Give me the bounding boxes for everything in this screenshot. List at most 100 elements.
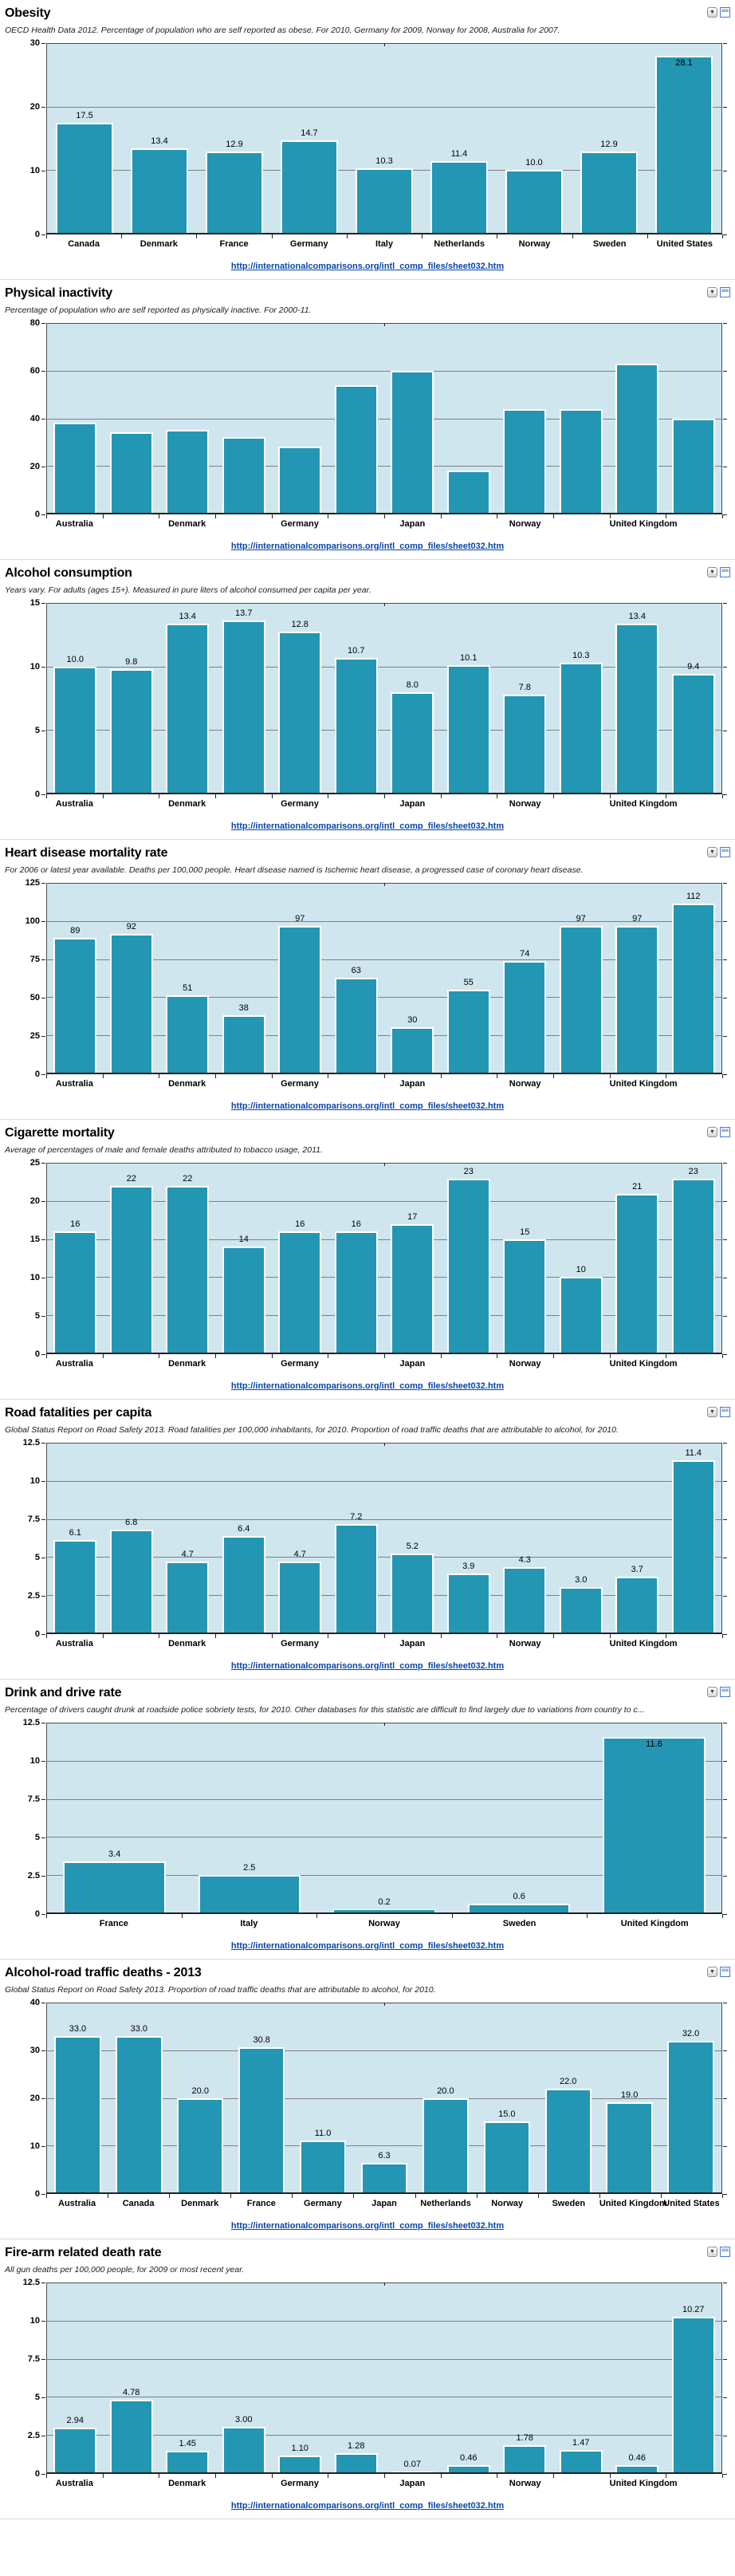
gridline — [47, 997, 721, 998]
x-axis-tick-mark — [102, 1634, 104, 1638]
y-axis-tick-label: 100 — [25, 916, 40, 926]
source-link[interactable]: http://internationalcomparisons.org/intl… — [230, 1661, 505, 1671]
bar-value-label: 15 — [520, 1227, 530, 1237]
bar-value-label: 10.7 — [348, 645, 365, 656]
collapse-button[interactable]: ▼ — [707, 1407, 717, 1417]
bar — [430, 160, 488, 233]
y-axis-tick-mark — [41, 1354, 45, 1355]
popout-button[interactable] — [720, 2247, 730, 2257]
collapse-button[interactable]: ▼ — [707, 1967, 717, 1977]
x-axis-tick-mark — [169, 2194, 171, 2198]
collapse-button[interactable]: ▼ — [707, 1127, 717, 1137]
popout-button[interactable] — [720, 1967, 730, 1977]
bar — [446, 665, 490, 793]
collapse-button[interactable]: ▼ — [707, 847, 717, 857]
popout-button[interactable] — [720, 1127, 730, 1137]
source-link[interactable]: http://internationalcomparisons.org/intl… — [230, 2501, 505, 2511]
x-axis-tick-mark — [422, 234, 423, 238]
collapse-button[interactable]: ▼ — [707, 7, 717, 18]
source-link-row: http://internationalcomparisons.org/intl… — [5, 258, 730, 271]
bar — [391, 371, 434, 513]
x-axis-tick-mark — [451, 1914, 453, 1918]
x-axis: Australia Denmark Germany Japan Norway United… — [46, 794, 723, 812]
source-link[interactable]: http://internationalcomparisons.org/intl… — [230, 1941, 505, 1951]
y-axis-tick-mark — [41, 1443, 45, 1444]
x-axis: Australia Canada Denmark France Germany Japan… — [46, 2194, 723, 2212]
x-axis-tick-mark — [647, 234, 648, 238]
x-axis-category-label: Denmark — [168, 799, 206, 809]
x-axis-tick-mark — [46, 794, 47, 798]
popout-button[interactable] — [720, 1687, 730, 1697]
gridline — [47, 1557, 721, 1558]
bar-value-label: 9.4 — [687, 662, 700, 672]
y-axis-tick-label: 2.5 — [27, 1871, 40, 1881]
x-axis-category-label: Netherlands — [420, 2199, 471, 2208]
x-axis-category-label: Norway — [509, 519, 541, 529]
y-axis-tick-mark — [41, 2098, 45, 2099]
popout-button[interactable] — [720, 1407, 730, 1417]
x-axis-tick-mark — [553, 514, 554, 518]
source-link[interactable]: http://internationalcomparisons.org/intl… — [230, 262, 505, 271]
popout-button[interactable] — [720, 567, 730, 577]
section-header: Alcohol-road traffic deaths - 2013 ▼ — [5, 1966, 730, 1983]
x-axis-tick-mark — [384, 2474, 385, 2478]
bar-value-label: 97 — [632, 914, 643, 924]
bar — [334, 1231, 378, 1353]
x-axis-tick-mark — [609, 1354, 611, 1358]
x-axis-tick-mark — [102, 794, 104, 798]
bar — [334, 977, 378, 1073]
x-axis-tick-mark — [609, 514, 611, 518]
bar — [422, 2097, 470, 2192]
y-axis-tick-mark — [41, 1163, 45, 1164]
y-axis-tick-mark — [41, 1799, 45, 1800]
y-axis-tick-mark — [723, 1837, 727, 1838]
y-axis-tick-mark — [41, 43, 45, 44]
section-title: Heart disease mortality rate — [5, 846, 168, 860]
y-axis-tick-label: 5 — [34, 1833, 40, 1842]
x-axis-tick-mark — [609, 1074, 611, 1078]
y-axis-tick-label: 0 — [34, 1629, 40, 1639]
y-axis-tick-mark — [41, 1074, 45, 1075]
x-axis-tick-mark — [384, 794, 385, 798]
source-link[interactable]: http://internationalcomparisons.org/intl… — [230, 542, 505, 551]
x-axis-tick-mark — [415, 2194, 416, 2198]
triangle-down-icon: ▼ — [709, 290, 715, 295]
window-icon — [721, 569, 729, 572]
gridline — [47, 2358, 721, 2360]
bar-value-label: 6.4 — [238, 1523, 250, 1534]
popout-button[interactable] — [720, 7, 730, 18]
source-link[interactable]: http://internationalcomparisons.org/intl… — [230, 2221, 505, 2231]
collapse-button[interactable]: ▼ — [707, 567, 717, 577]
y-axis-tick-label: 125 — [25, 878, 40, 888]
collapse-button[interactable]: ▼ — [707, 287, 717, 297]
axis-tick-mark — [384, 2283, 385, 2286]
y-axis-tick-label: 10 — [29, 1273, 40, 1282]
x-axis-category-label: Norway — [509, 799, 541, 809]
source-link[interactable]: http://internationalcomparisons.org/intl… — [230, 821, 505, 831]
y-axis-tick-label: 0 — [34, 1349, 40, 1359]
collapse-button[interactable]: ▼ — [707, 2247, 717, 2257]
bar-value-label: 1.47 — [572, 2438, 590, 2448]
x-axis-tick-mark — [46, 2194, 47, 2198]
y-axis-tick-label: 12.5 — [22, 2278, 40, 2287]
bar — [198, 1874, 301, 1912]
source-link-row: http://internationalcomparisons.org/intl… — [5, 1658, 730, 1671]
popout-button[interactable] — [720, 847, 730, 857]
x-axis-category-label: United Kingdom — [609, 799, 678, 809]
bar — [503, 694, 547, 793]
y-axis-tick-mark — [723, 234, 727, 235]
axis-tick-mark — [384, 883, 385, 886]
popout-button[interactable] — [720, 287, 730, 297]
x-axis-tick-mark — [215, 514, 216, 518]
gridline — [47, 1481, 721, 1483]
source-link[interactable]: http://internationalcomparisons.org/intl… — [230, 1381, 505, 1391]
x-axis-tick-mark — [440, 1074, 442, 1078]
section-subtitle: Global Status Report on Road Safety 2013… — [5, 1425, 619, 1435]
x-axis-category-label: Denmark — [168, 1639, 206, 1648]
collapse-button[interactable]: ▼ — [707, 1687, 717, 1697]
source-link[interactable]: http://internationalcomparisons.org/intl… — [230, 1101, 505, 1111]
bar — [360, 2162, 408, 2192]
section-subtitle: Percentage of population who are self re… — [5, 305, 312, 315]
x-axis-tick-mark — [722, 234, 723, 238]
bar — [109, 2400, 153, 2472]
